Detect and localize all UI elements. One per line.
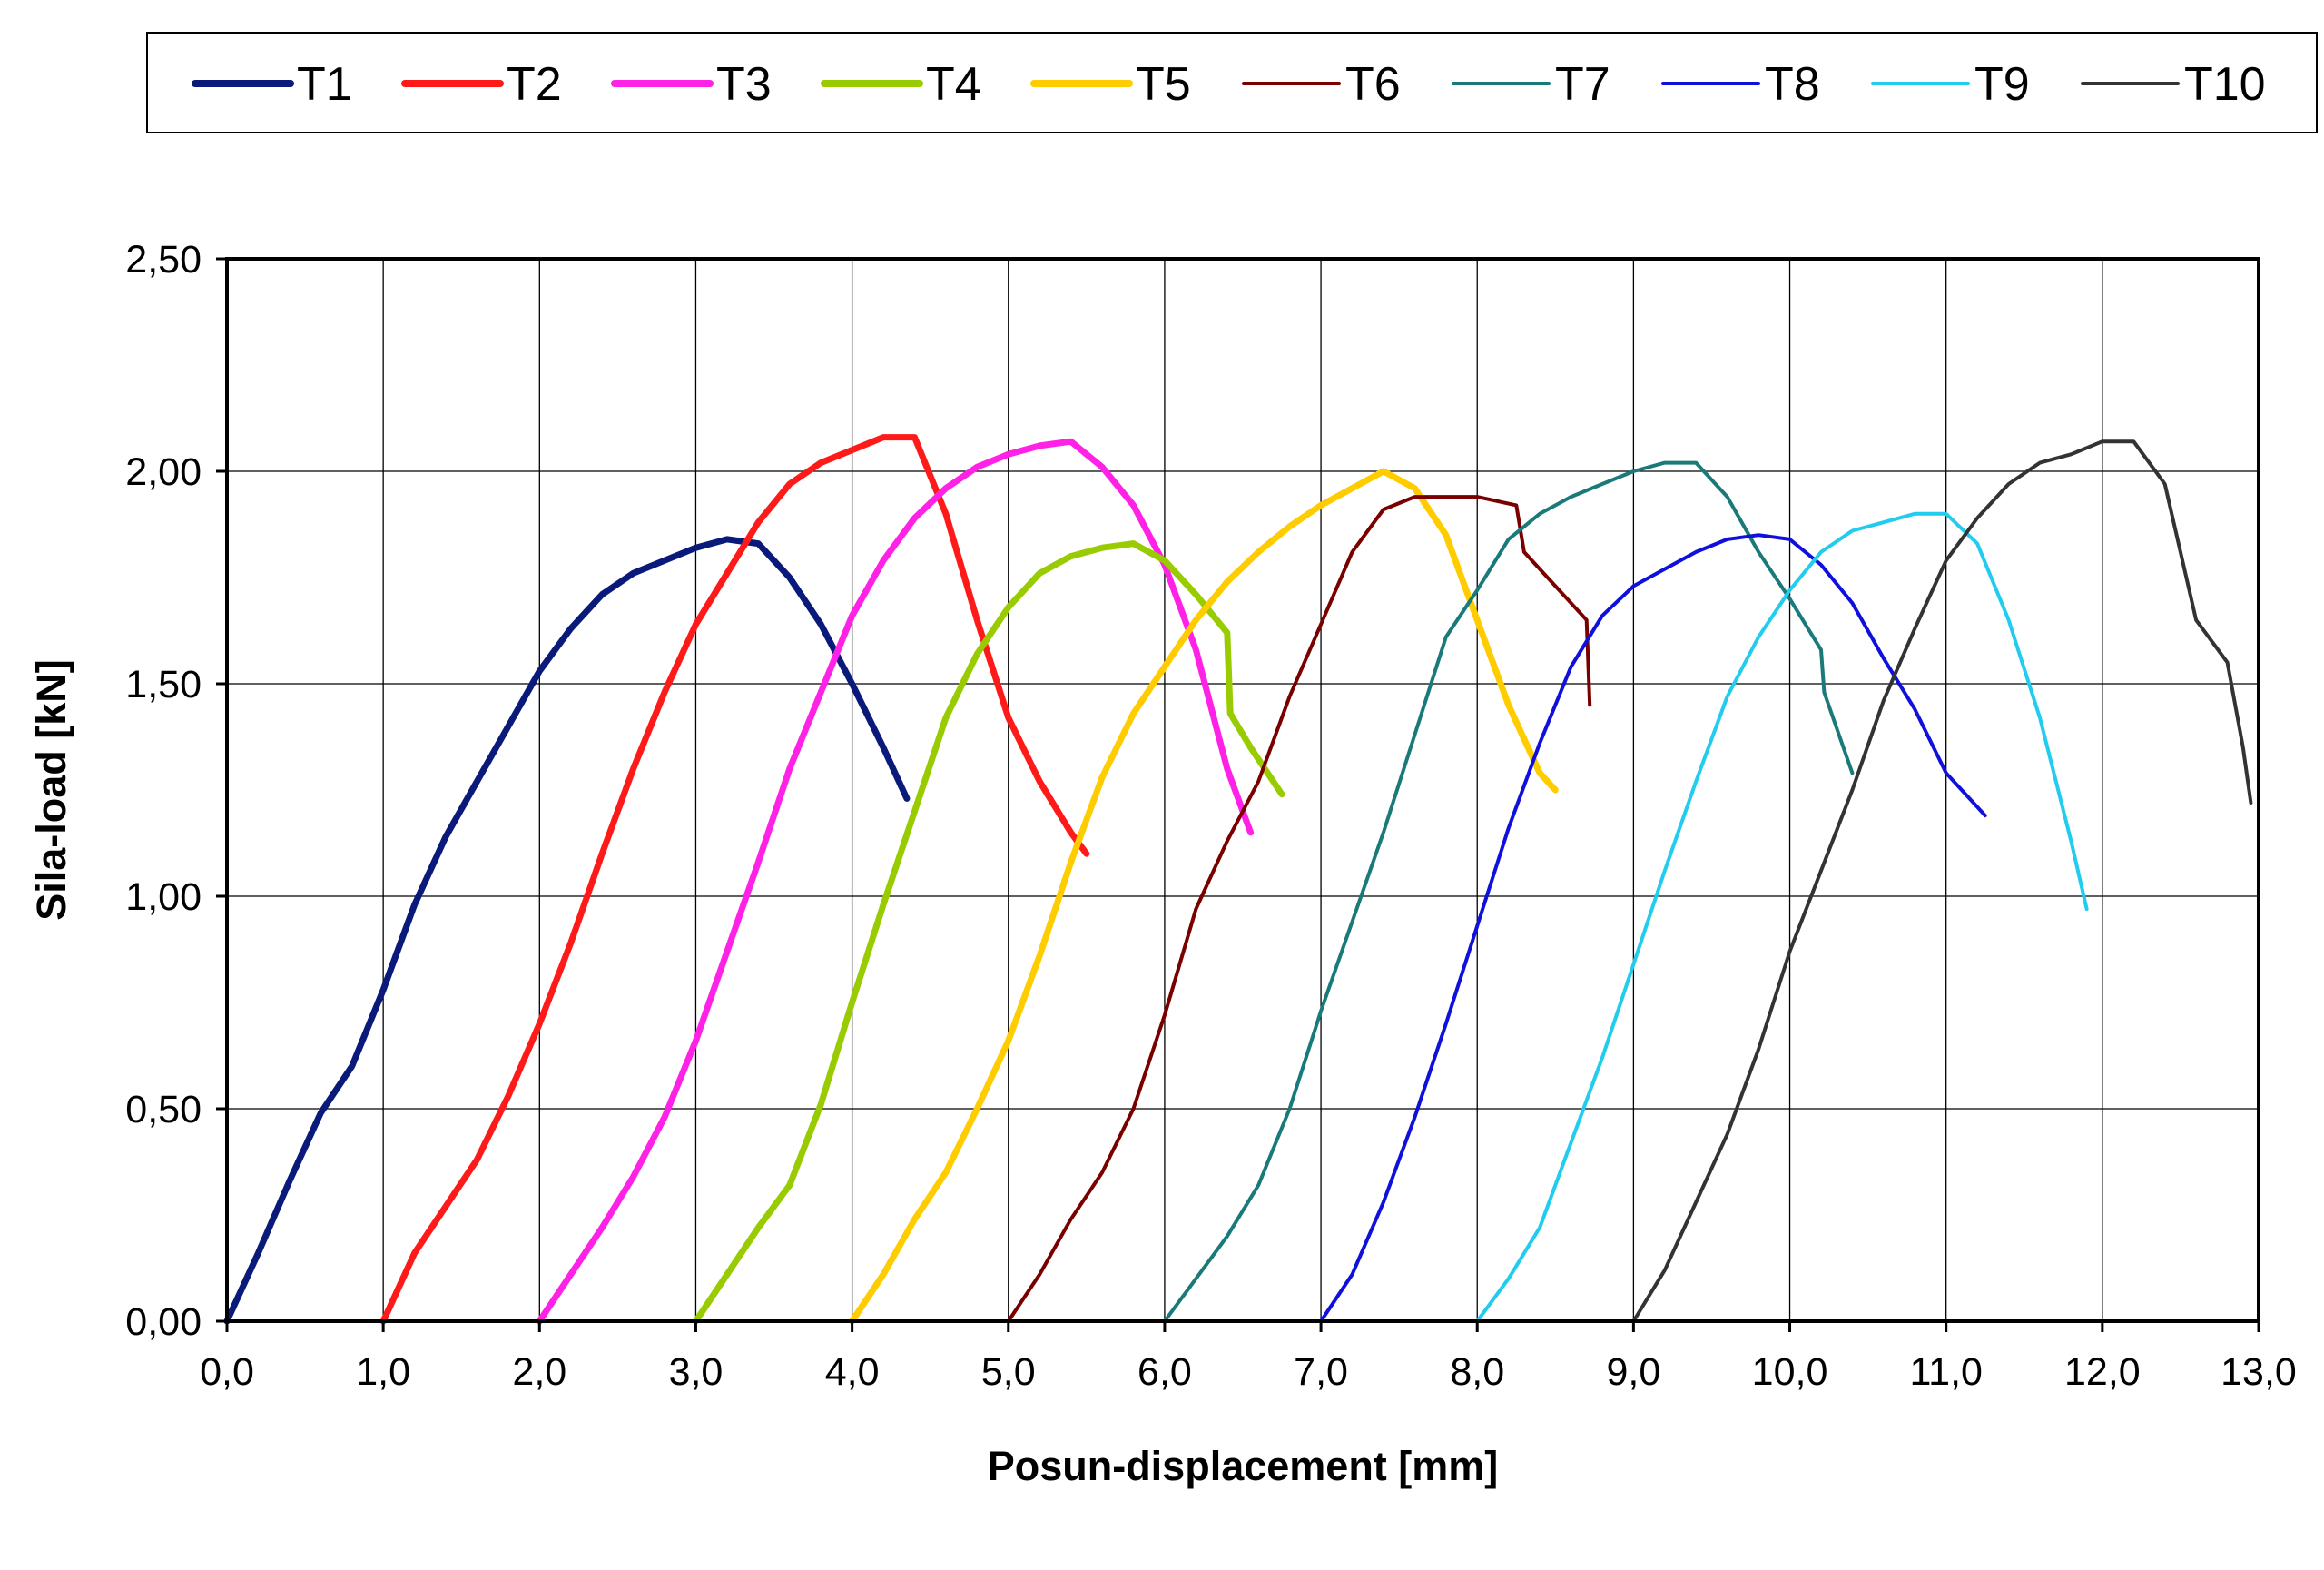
x-tick-label: 4,0	[825, 1350, 880, 1394]
x-tick-label: 8,0	[1450, 1350, 1504, 1394]
series-group	[223, 434, 2253, 1325]
x-tick-label: 11,0	[1909, 1350, 1983, 1394]
legend-label-t8: T8	[1765, 58, 1820, 111]
legend-label-t9: T9	[1974, 58, 2030, 111]
x-axis-ticks: 0,0 1,0 2,0 3,0 4,0 5,0 6,0 7,0 8,0 9,0 10,0 11,0 12…	[200, 1321, 2297, 1394]
legend: T1 T2 T3 T4 T5 T6 T7 T8 T9 T10	[146, 32, 2318, 133]
series-line-t2	[379, 434, 1090, 1325]
y-tick-label: 0,50	[125, 1088, 202, 1131]
x-tick-label: 2,0	[512, 1350, 566, 1394]
grid	[227, 259, 2259, 1321]
legend-label-t3: T3	[716, 58, 772, 111]
series-line-t9	[1475, 511, 2089, 1323]
legend-label-t1: T1	[297, 58, 352, 111]
x-tick-label: 10,0	[1752, 1350, 1828, 1394]
legend-label-t6: T6	[1345, 58, 1401, 111]
legend-label-t5: T5	[1136, 58, 1191, 111]
x-tick-label: 9,0	[1606, 1350, 1660, 1394]
legend-label-t2: T2	[507, 58, 562, 111]
series-line-t4	[693, 540, 1285, 1325]
y-axis-ticks: 0,00 0,50 1,00 1,50 2,00 2,50	[125, 238, 227, 1344]
y-axis-title: Sila-load [kN]	[28, 659, 74, 921]
series-line-t6	[1006, 495, 1592, 1323]
series-line-t10	[1631, 439, 2253, 1323]
legend-label-t7: T7	[1555, 58, 1610, 111]
y-tick-label: 2,50	[125, 238, 202, 281]
series-line-t5	[849, 468, 1559, 1325]
x-tick-label: 5,0	[981, 1350, 1036, 1394]
x-tick-label: 6,0	[1137, 1350, 1192, 1394]
x-tick-label: 1,0	[356, 1350, 410, 1394]
y-tick-label: 1,50	[125, 663, 202, 706]
plot-frame	[225, 257, 2260, 1323]
series-line-t3	[536, 438, 1255, 1325]
x-tick-label: 3,0	[669, 1350, 724, 1394]
series-line-t7	[1162, 460, 1855, 1323]
x-tick-label: 7,0	[1294, 1350, 1348, 1394]
legend-label-t4: T4	[926, 58, 981, 111]
series-line-t8	[1319, 533, 1987, 1323]
y-tick-label: 0,00	[125, 1300, 202, 1344]
x-tick-label: 12,0	[2064, 1350, 2141, 1394]
legend-items: T1 T2 T3 T4 T5 T6 T7 T8 T9 T10	[192, 58, 2266, 111]
x-tick-label: 13,0	[2221, 1350, 2297, 1394]
y-tick-label: 2,00	[125, 450, 202, 494]
x-axis-title: Posun-displacement [mm]	[988, 1443, 1499, 1489]
x-tick-label: 0,0	[200, 1350, 254, 1394]
series-line-t1	[223, 536, 911, 1325]
plot-area: 0,0 1,0 2,0 3,0 4,0 5,0 6,0 7,0 8,0 9,0 10,0 11,0 12…	[125, 238, 2297, 1394]
legend-label-t10: T10	[2184, 58, 2266, 111]
y-tick-label: 1,00	[125, 875, 202, 919]
